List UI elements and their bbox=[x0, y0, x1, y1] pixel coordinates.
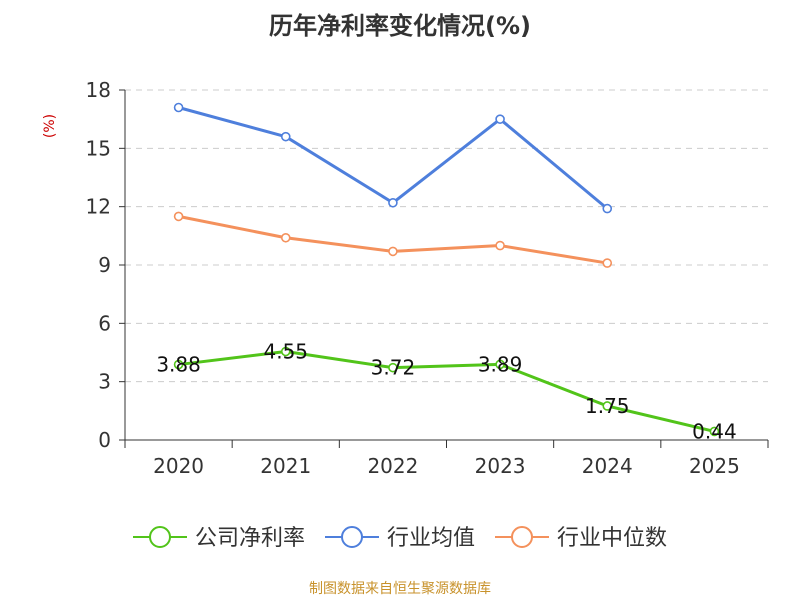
series-line-1 bbox=[178, 106, 609, 210]
legend-label: 行业中位数 bbox=[557, 526, 667, 551]
data-point bbox=[602, 203, 613, 214]
legend-swatch-marker bbox=[511, 526, 533, 548]
x-tick-label: 2020 bbox=[153, 454, 204, 478]
y-tick-label: 6 bbox=[98, 311, 111, 335]
y-tick-label: 3 bbox=[98, 370, 111, 394]
y-tick-label: 9 bbox=[98, 253, 111, 277]
data-label: 3.88 bbox=[156, 353, 201, 377]
x-tick-label: 2021 bbox=[260, 454, 311, 478]
footer-source: 制图数据来自恒生聚源数据库 bbox=[309, 581, 491, 597]
series-line-0 bbox=[178, 350, 715, 433]
chart-title: 历年净利率变化情况(%) bbox=[269, 12, 531, 40]
data-point bbox=[388, 362, 398, 373]
x-tick-label: 2024 bbox=[582, 454, 633, 478]
data-label: 1.75 bbox=[585, 394, 630, 418]
data-point bbox=[495, 240, 505, 251]
legend-label: 行业均值 bbox=[387, 526, 475, 551]
y-tick-label: 18 bbox=[86, 78, 111, 102]
x-tick-label: 2025 bbox=[689, 454, 740, 478]
data-point bbox=[388, 246, 398, 257]
data-point bbox=[173, 102, 184, 113]
data-label: 4.55 bbox=[263, 340, 308, 364]
data-point bbox=[280, 232, 291, 243]
data-point bbox=[173, 359, 184, 370]
data-label: 3.89 bbox=[478, 352, 523, 376]
x-tick-label: 2023 bbox=[475, 454, 526, 478]
y-tick-label: 12 bbox=[86, 195, 111, 219]
data-point bbox=[602, 401, 613, 411]
data-point bbox=[388, 197, 398, 208]
x-tick-label: 2022 bbox=[367, 454, 418, 478]
data-point bbox=[280, 131, 291, 142]
data-point bbox=[602, 258, 613, 268]
legend-label: 公司净利率 bbox=[195, 526, 305, 551]
data-point bbox=[495, 114, 505, 124]
data-point bbox=[280, 346, 291, 357]
data-point bbox=[495, 359, 505, 370]
y-tick-label: 15 bbox=[86, 136, 111, 160]
data-point bbox=[709, 426, 720, 437]
data-point bbox=[173, 211, 184, 222]
y-tick-label: 0 bbox=[98, 428, 111, 452]
legend-swatch-marker bbox=[341, 526, 363, 548]
data-label: 3.72 bbox=[371, 356, 416, 380]
legend-swatch-marker bbox=[149, 526, 171, 548]
data-label: 0.44 bbox=[692, 419, 737, 443]
